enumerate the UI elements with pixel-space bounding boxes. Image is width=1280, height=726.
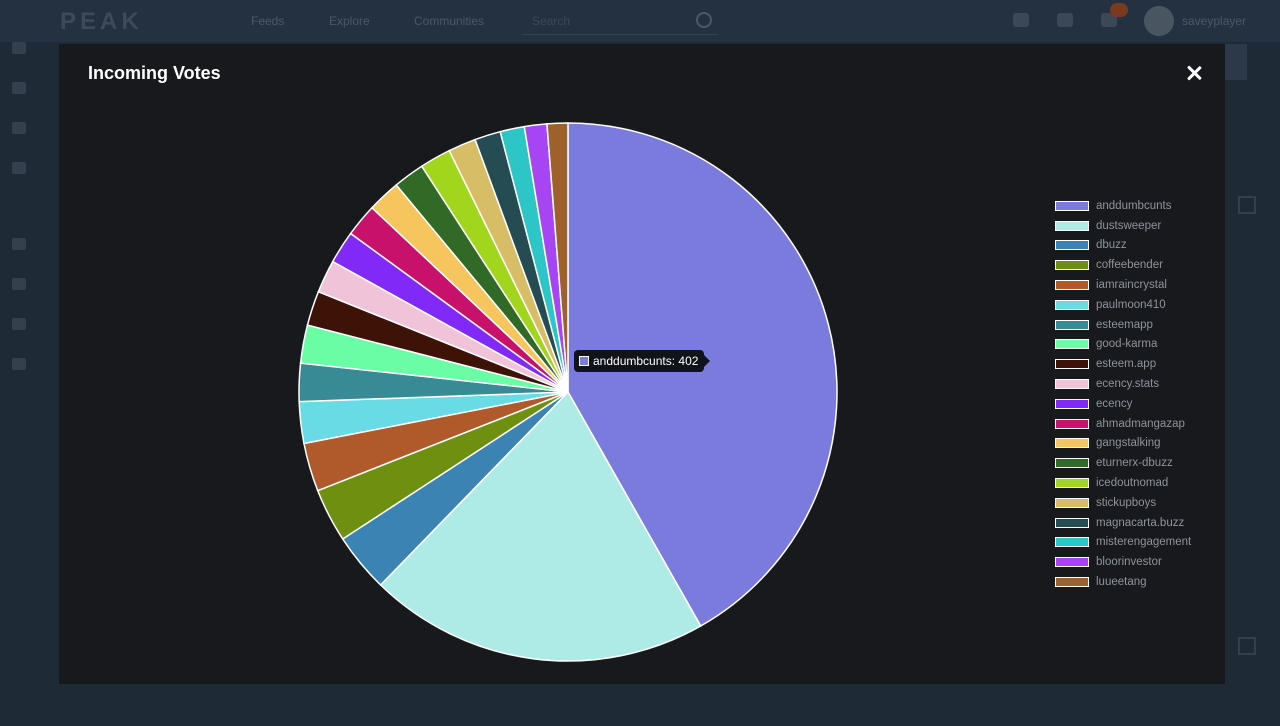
legend-swatch: [1055, 517, 1089, 528]
sidebar-icon-6[interactable]: [12, 278, 26, 290]
sidebar-icon-5[interactable]: [12, 238, 26, 250]
legend-label: ecency: [1096, 397, 1133, 410]
search-input[interactable]: Search: [522, 8, 718, 35]
legend-swatch: [1055, 280, 1089, 291]
legend-item[interactable]: ecency.stats: [1055, 374, 1191, 394]
legend-swatch: [1055, 240, 1089, 251]
tooltip-label: anddumbcunts: 402: [593, 354, 699, 368]
pie-chart: [298, 122, 838, 662]
legend-swatch: [1055, 537, 1089, 548]
legend-label: misterengagement: [1096, 536, 1192, 549]
legend-label: magnacarta.buzz: [1096, 516, 1185, 529]
search-placeholder: Search: [532, 14, 571, 28]
legend-label: bloorinvestor: [1096, 556, 1162, 569]
legend-item[interactable]: stickupboys: [1055, 493, 1191, 513]
legend-item[interactable]: bloorinvestor: [1055, 552, 1191, 572]
chat-icon[interactable]: [1057, 13, 1073, 27]
legend-swatch: [1055, 260, 1089, 271]
legend-label: anddumbcunts: [1096, 199, 1172, 212]
legend-swatch: [1055, 319, 1089, 330]
legend-swatch: [1055, 577, 1089, 588]
tooltip-swatch: [579, 356, 589, 366]
legend-item[interactable]: ahmadmangazap: [1055, 414, 1191, 434]
legend-label: esteemapp: [1096, 318, 1153, 331]
legend-label: ahmadmangazap: [1096, 417, 1185, 430]
sidebar-icon-3[interactable]: [12, 122, 26, 134]
sidebar-icon-8[interactable]: [12, 358, 26, 370]
modal-title: Incoming Votes: [88, 63, 221, 83]
legend-item[interactable]: luueetang: [1055, 572, 1191, 592]
legend-item[interactable]: paulmoon410: [1055, 295, 1191, 315]
legend-item[interactable]: dustsweeper: [1055, 216, 1191, 236]
legend-label: gangstalking: [1096, 437, 1161, 450]
legend-label: paulmoon410: [1096, 298, 1166, 311]
legend-swatch: [1055, 497, 1089, 508]
legend-label: eturnerx-dbuzz: [1096, 457, 1173, 470]
legend-swatch: [1055, 359, 1089, 370]
legend-item[interactable]: icedoutnomad: [1055, 473, 1191, 493]
legend-swatch: [1055, 200, 1089, 211]
notification-badge: [1110, 3, 1128, 17]
nav-communities[interactable]: Communities: [414, 14, 485, 28]
legend-swatch: [1055, 220, 1089, 231]
legend-label: good-karma: [1096, 338, 1158, 351]
legend-swatch: [1055, 299, 1089, 310]
legend-label: icedoutnomad: [1096, 477, 1169, 490]
top-navigation-bar: PEAK Feeds Explore Communities Search sa…: [0, 0, 1280, 42]
legend-label: iamraincrystal: [1096, 279, 1167, 292]
nav-explore[interactable]: Explore: [329, 14, 370, 28]
legend-item[interactable]: good-karma: [1055, 335, 1191, 355]
chart-legend: anddumbcunts dustsweeper dbuzz coffeebender…: [1055, 196, 1191, 592]
search-icon[interactable]: [696, 12, 712, 28]
legend-swatch: [1055, 438, 1089, 449]
bell-icon[interactable]: [1101, 13, 1117, 27]
legend-swatch: [1055, 458, 1089, 469]
pie-slice-luueetang[interactable]: [546, 122, 569, 393]
chart-tooltip: anddumbcunts: 402: [574, 350, 711, 372]
legend-swatch: [1055, 418, 1089, 429]
pie-slice-anddumbcunts[interactable]: [567, 122, 838, 628]
nav-feeds[interactable]: Feeds: [251, 14, 285, 28]
legend-item[interactable]: dbuzz: [1055, 236, 1191, 256]
legend-item[interactable]: coffeebender: [1055, 255, 1191, 275]
legend-swatch: [1055, 339, 1089, 350]
legend-label: ecency.stats: [1096, 378, 1160, 391]
legend-item[interactable]: ecency: [1055, 394, 1191, 414]
legend-label: luueetang: [1096, 576, 1147, 589]
avatar[interactable]: [1144, 6, 1174, 36]
legend-item[interactable]: misterengagement: [1055, 533, 1191, 553]
legend-item[interactable]: iamraincrystal: [1055, 275, 1191, 295]
legend-item[interactable]: esteemapp: [1055, 315, 1191, 335]
pencil-icon[interactable]: [1013, 13, 1029, 27]
legend-label: esteem.app: [1096, 358, 1157, 371]
background-panel-button: [1225, 44, 1247, 80]
legend-item[interactable]: esteem.app: [1055, 354, 1191, 374]
sidebar-icon-7[interactable]: [12, 318, 26, 330]
legend-item[interactable]: anddumbcunts: [1055, 196, 1191, 216]
legend-swatch: [1055, 398, 1089, 409]
legend-swatch: [1055, 478, 1089, 489]
expand-icon[interactable]: [1238, 637, 1256, 655]
legend-swatch: [1055, 379, 1089, 390]
legend-item[interactable]: gangstalking: [1055, 434, 1191, 454]
sidebar-icon-4[interactable]: [12, 162, 26, 174]
legend-label: dustsweeper: [1096, 219, 1162, 232]
sidebar: [0, 42, 60, 726]
legend-label: dbuzz: [1096, 239, 1127, 252]
pie-slice-dustsweeper[interactable]: [379, 390, 702, 662]
expand-icon[interactable]: [1238, 196, 1256, 214]
username-menu[interactable]: saveyplayer: [1182, 14, 1247, 28]
legend-label: coffeebender: [1096, 259, 1163, 272]
sidebar-icon-1[interactable]: [12, 42, 26, 54]
incoming-votes-modal: Incoming Votes anddumbcunts dustsweeper db…: [59, 44, 1225, 684]
legend-label: stickupboys: [1096, 496, 1157, 509]
legend-item[interactable]: eturnerx-dbuzz: [1055, 453, 1191, 473]
app-logo[interactable]: PEAK: [60, 8, 143, 35]
legend-swatch: [1055, 557, 1089, 568]
sidebar-icon-2[interactable]: [12, 82, 26, 94]
legend-item[interactable]: magnacarta.buzz: [1055, 513, 1191, 533]
